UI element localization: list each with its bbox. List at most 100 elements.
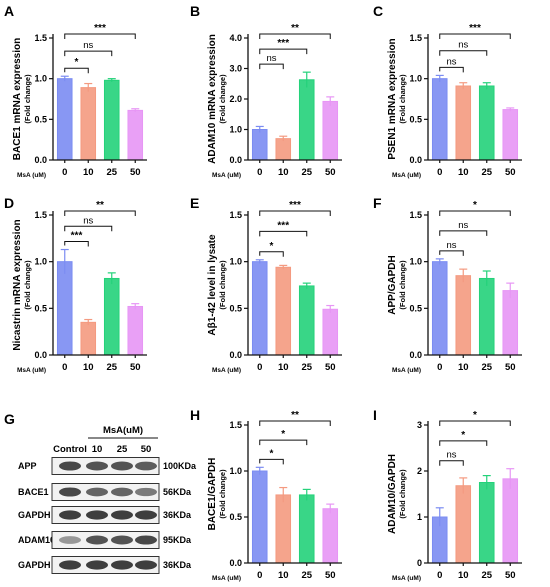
x-axis-label: MsA (uM) (392, 172, 421, 179)
x-tick-label: 50 (505, 362, 516, 373)
significance-label: ns (83, 215, 93, 226)
x-axis-label: MsA (uM) (392, 367, 421, 374)
x-tick-label: 50 (325, 362, 336, 373)
x-tick-label: 10 (458, 362, 469, 373)
significance-bracket (439, 440, 488, 446)
blot-band (59, 510, 81, 520)
blot-band (59, 487, 81, 497)
western-blot-panel: G MsA(uM) Control 10 25 50 APP 100KDa BACE1 56KDa… (4, 411, 197, 574)
blot-size-label: 100KDa (163, 461, 197, 471)
x-tick-label: 0 (257, 167, 262, 178)
y-tick-label: 1.0 (229, 257, 242, 267)
y-tick-label: 0.5 (229, 303, 242, 313)
blot-band (86, 461, 108, 471)
blot-band (59, 461, 81, 471)
bar-10 (455, 85, 472, 161)
y-tick-label: 0.0 (34, 350, 47, 360)
blot-band (111, 461, 133, 471)
bar-25 (298, 79, 315, 161)
bar-50 (322, 308, 339, 356)
significance-label: ns (446, 56, 456, 67)
chart-panel-c: C 0.0 0.5 1.0 1.5 0 10 25 50 MsA (uM) PSEN1 mRNA e… (373, 3, 522, 179)
x-tick-label: 10 (278, 167, 289, 178)
y-axis-sublabel: (Fold change) (218, 469, 227, 519)
bar-25 (298, 494, 315, 564)
x-tick-label: 0 (437, 570, 442, 581)
y-axis-label: Aβ1-42 level in lysate (207, 234, 218, 336)
y-axis-sublabel: (Fold change) (218, 260, 227, 310)
panel-letter: F (373, 195, 382, 211)
significance-bracket (259, 33, 331, 39)
y-axis-sublabel: (Fold change) (398, 260, 407, 310)
significance-label: ns (458, 220, 468, 231)
significance-bracket (64, 225, 113, 232)
x-tick-label: 50 (325, 167, 336, 178)
significance-label: ** (291, 23, 299, 34)
panel-letter: G (4, 411, 15, 427)
significance-label: *** (277, 38, 289, 49)
significance-bracket (259, 230, 308, 237)
significance-label: * (270, 448, 274, 459)
bar-10 (275, 494, 292, 564)
blot-size-label: 36KDa (163, 510, 192, 520)
chart-panel-d: D 0.0 0.5 1.0 1.5 0 10 25 50 MsA (uM) Nicastrin mR… (4, 195, 147, 374)
y-tick-label: 0.5 (34, 114, 47, 124)
lane-label: 50 (141, 444, 152, 455)
x-axis-label: MsA (uM) (17, 172, 46, 179)
lane-label: 25 (117, 444, 128, 455)
significance-bracket (439, 460, 464, 466)
significance-label: *** (289, 200, 301, 211)
y-tick-label: 1.0 (34, 74, 47, 84)
y-tick-label: 1.5 (409, 33, 422, 43)
x-tick-label: 0 (257, 362, 262, 373)
bar-10 (455, 485, 472, 564)
y-tick-label: 4.0 (229, 33, 242, 43)
y-tick-label: 1.0 (409, 74, 422, 84)
x-tick-label: 0 (437, 167, 442, 178)
blot-band (86, 560, 108, 570)
panel-letter: D (4, 195, 14, 211)
x-tick-label: 10 (83, 167, 94, 178)
bar-25 (478, 482, 495, 564)
bar-0 (251, 261, 268, 356)
bar-50 (322, 100, 339, 161)
significance-bracket (64, 241, 89, 247)
y-axis-label: BACE1 mRNA expression (12, 38, 23, 160)
x-axis-label: MsA (uM) (212, 367, 241, 374)
y-tick-label: 0.5 (409, 303, 422, 313)
significance-label: ns (446, 450, 456, 461)
significance-bracket (259, 63, 284, 70)
y-axis-label: ADAM10/GAPDH (387, 454, 398, 534)
x-tick-label: 10 (458, 570, 469, 581)
x-tick-label: 50 (505, 570, 516, 581)
x-tick-label: 0 (62, 362, 67, 373)
significance-bracket (259, 420, 331, 426)
bar-25 (478, 85, 495, 161)
blot-protein-label: GAPDH (18, 560, 51, 570)
chart-panel-f: F 0.0 0.5 1.0 1.5 0 10 25 50 MsA (uM) APP/GAPDH (Fo… (373, 195, 522, 374)
y-tick-label: 1.5 (34, 33, 47, 43)
significance-label: *** (277, 220, 289, 231)
x-tick-label: 25 (481, 362, 492, 373)
significance-bracket (259, 48, 308, 55)
bar-25 (478, 277, 495, 356)
significance-bracket (259, 458, 284, 465)
significance-label: * (281, 429, 285, 440)
x-axis-label: MsA (uM) (212, 172, 241, 179)
significance-bracket (64, 210, 136, 216)
significance-bracket (439, 210, 511, 216)
y-tick-label: 0.5 (409, 114, 422, 124)
x-axis-label: MsA (uM) (392, 575, 421, 582)
y-axis-sublabel: (Fold change) (398, 74, 407, 124)
blot-size-label: 56KDa (163, 487, 192, 497)
significance-label: *** (94, 23, 106, 34)
significance-bracket (439, 50, 488, 56)
x-tick-label: 25 (481, 570, 492, 581)
y-tick-label: 3.0 (229, 64, 242, 74)
blot-band (111, 487, 133, 497)
y-tick-label: 0.0 (409, 350, 422, 360)
blot-band (135, 560, 157, 570)
bar-0 (251, 129, 268, 161)
x-axis-label: MsA (uM) (212, 575, 241, 582)
